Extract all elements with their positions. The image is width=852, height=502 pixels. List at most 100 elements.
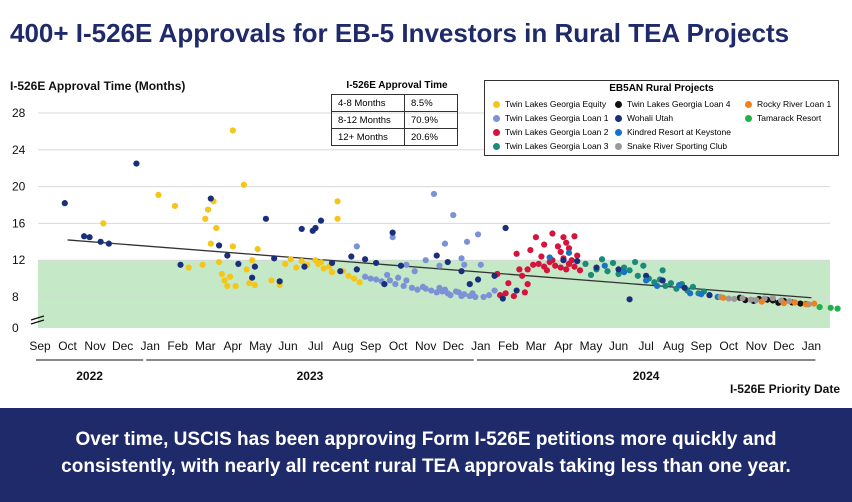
data-point <box>643 277 650 284</box>
x-tick-label: May <box>580 339 603 353</box>
data-point <box>386 277 393 284</box>
data-point <box>769 295 776 302</box>
legend-label: Twin Lakes Georgia Loan 2 <box>505 127 609 137</box>
data-point <box>524 266 531 273</box>
data-point <box>659 267 666 274</box>
data-point <box>433 289 440 296</box>
legend-item: Rocky River Loan 1 <box>745 99 831 109</box>
x-tick-label: Aug <box>663 339 684 353</box>
data-point <box>268 277 275 284</box>
data-point <box>185 264 192 271</box>
data-point <box>229 127 236 134</box>
data-point <box>538 253 545 260</box>
data-point <box>411 268 418 275</box>
data-point <box>282 260 289 267</box>
data-point <box>262 215 270 222</box>
data-point <box>246 280 253 287</box>
data-point <box>480 293 487 301</box>
data-point <box>524 281 531 288</box>
data-point <box>477 261 484 268</box>
data-point <box>397 262 405 269</box>
data-point <box>400 282 407 290</box>
data-point <box>430 190 438 198</box>
data-point <box>373 259 380 267</box>
data-point <box>780 300 787 307</box>
data-point <box>565 249 573 256</box>
data-point <box>441 240 449 247</box>
data-point <box>731 295 738 303</box>
data-point <box>554 243 562 250</box>
data-point <box>802 301 809 308</box>
data-point <box>133 160 140 167</box>
data-point <box>725 295 732 302</box>
y-tick-label: 8 <box>12 290 19 304</box>
data-point <box>546 254 553 261</box>
legend-item: Twin Lakes Georgia Loan 4 <box>615 99 730 109</box>
x-tick-label: Sep <box>360 339 382 353</box>
data-point <box>350 275 358 282</box>
data-point <box>620 264 628 271</box>
data-point <box>499 295 506 302</box>
data-point <box>662 282 669 290</box>
x-tick-label: Jul <box>638 339 653 353</box>
data-point <box>502 290 509 297</box>
data-point <box>428 287 435 294</box>
data-point <box>461 291 468 298</box>
x-tick-label: Jun <box>278 339 297 353</box>
year-label: 2024 <box>633 369 660 383</box>
x-tick-label: Sep <box>29 339 51 353</box>
y-tick-label: 0 <box>12 321 19 335</box>
approval-table-title: I-526E Approval Time <box>346 80 448 91</box>
data-point <box>298 225 305 233</box>
x-tick-label: Dec <box>443 339 464 353</box>
data-point <box>485 292 493 299</box>
data-point <box>549 230 556 237</box>
data-point <box>565 245 573 252</box>
data-point <box>834 305 841 312</box>
data-point <box>373 276 380 283</box>
x-tick-label: Oct <box>58 339 77 353</box>
data-point <box>254 246 261 253</box>
data-point <box>298 258 305 265</box>
data-point <box>698 291 705 298</box>
y-tick-label: 16 <box>12 216 26 230</box>
legend-label: Tamarack Resort <box>757 113 822 123</box>
x-tick-label: May <box>249 339 272 353</box>
legend-swatch <box>615 128 622 136</box>
data-point <box>422 285 429 292</box>
data-point <box>530 261 537 268</box>
range-cell: 12+ Months <box>331 128 405 146</box>
legend-label: Twin Lakes Georgia Loan 3 <box>505 141 609 151</box>
data-point <box>312 224 319 232</box>
data-point <box>827 304 834 311</box>
legend-swatch <box>493 142 500 150</box>
data-point <box>384 271 391 279</box>
data-point <box>516 266 523 273</box>
data-point <box>447 292 454 299</box>
data-point <box>433 252 440 259</box>
data-point <box>353 243 360 250</box>
data-point <box>552 262 559 269</box>
data-point <box>251 263 258 270</box>
data-point <box>317 217 325 224</box>
data-point <box>557 264 564 271</box>
year-label: 2023 <box>297 369 324 383</box>
data-point <box>450 212 457 219</box>
data-point <box>334 215 341 222</box>
x-tick-label: Aug <box>332 339 353 353</box>
data-point <box>458 255 465 262</box>
data-point <box>328 269 336 276</box>
x-tick-label: Mar <box>526 339 547 353</box>
data-point <box>687 290 694 297</box>
data-point <box>276 278 283 285</box>
data-point <box>395 274 402 281</box>
pct-cell: 20.6% <box>404 128 458 146</box>
data-point <box>786 298 793 305</box>
data-point <box>240 181 247 188</box>
data-point <box>747 296 754 303</box>
data-point <box>86 234 93 241</box>
data-point <box>100 220 107 227</box>
data-point <box>463 238 471 245</box>
data-point <box>367 275 374 282</box>
legend-label: Twin Lakes Georgia Equity <box>505 99 607 109</box>
